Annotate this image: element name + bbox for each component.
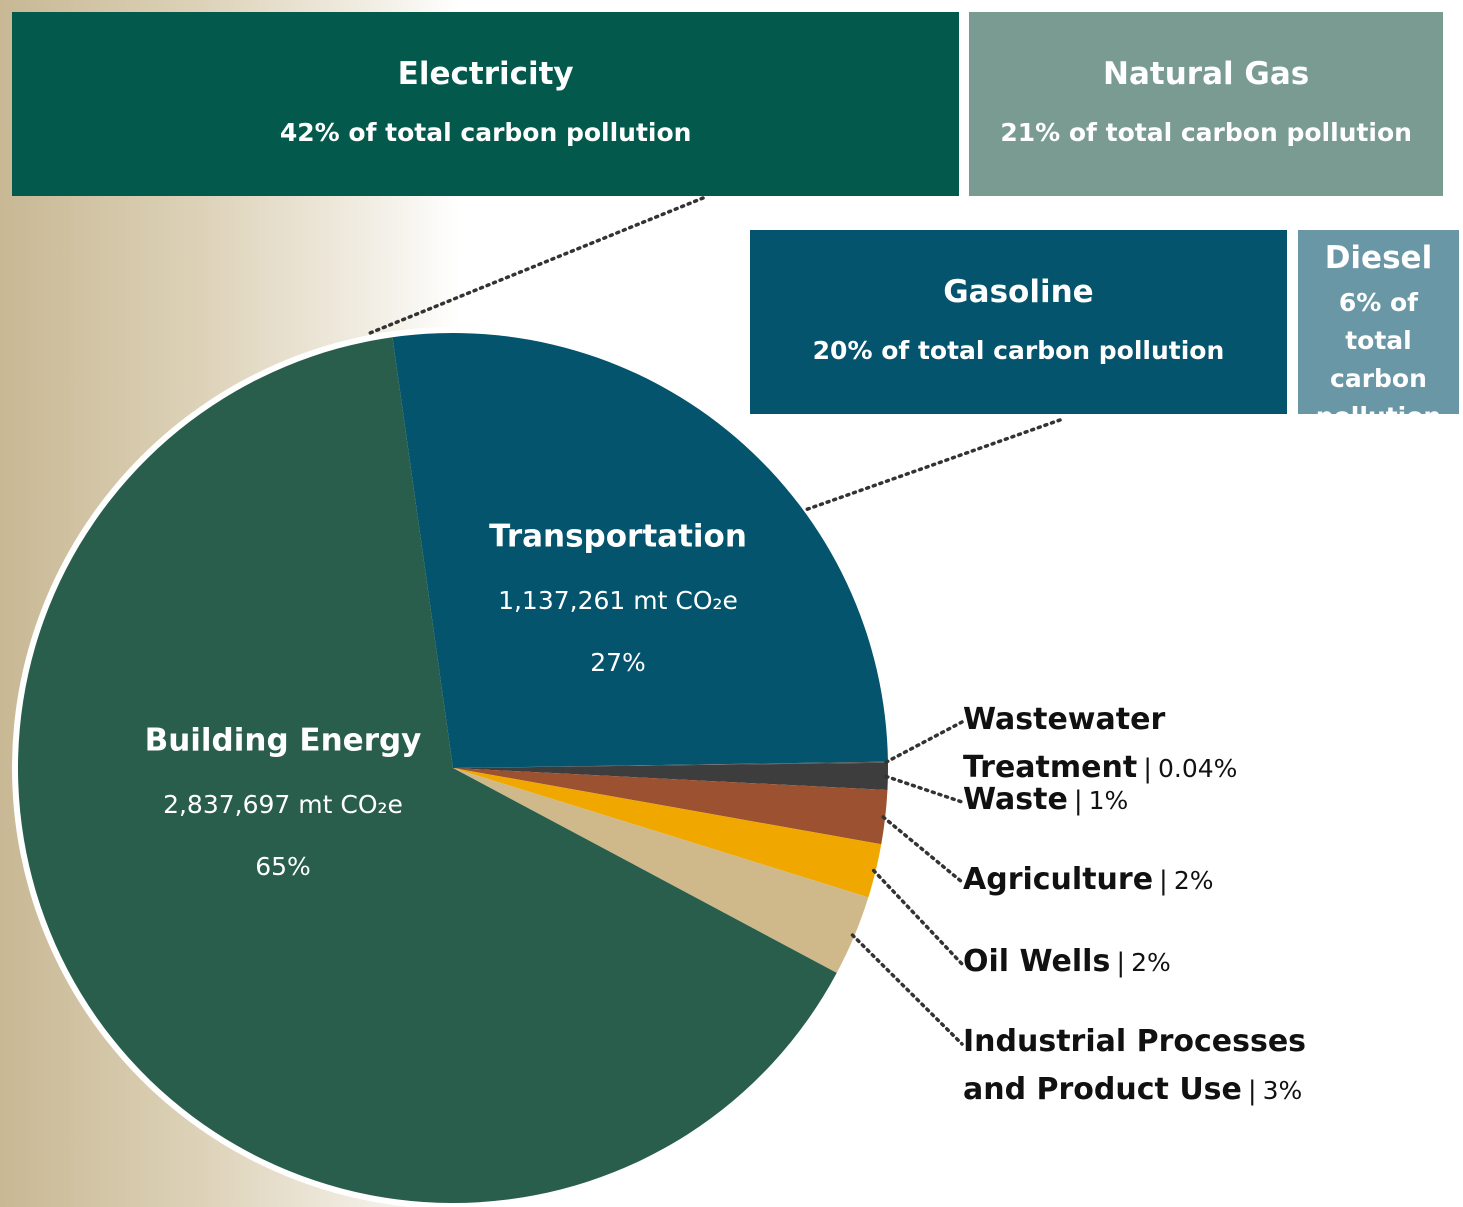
connector (805, 420, 1060, 510)
slice-detail: 2,837,697 mt CO₂e (163, 790, 403, 819)
legend-entry: Agriculture|2% (963, 858, 1363, 906)
legend-value: 2% (1174, 866, 1214, 895)
leader-line (883, 817, 962, 882)
legend-entry: Oil Wells|2% (963, 940, 1363, 988)
slice-name: Transportation (489, 519, 747, 555)
legend-name: Wastewater Treatment (963, 702, 1165, 785)
legend-value: 1% (1089, 786, 1129, 815)
box-name: Diesel (1325, 240, 1433, 276)
slice-name: Building Energy (145, 723, 422, 759)
box-value: 6% of total carbon pollution (1306, 284, 1451, 436)
breakdown-box: Electricity 42% of total carbon pollution (12, 12, 959, 196)
legend-separator: | (1248, 1076, 1257, 1106)
legend-separator: | (1159, 866, 1168, 896)
breakdown-box: Natural Gas 21% of total carbon pollution (969, 12, 1443, 196)
leader-line (852, 935, 962, 1044)
legend-value: 3% (1263, 1076, 1303, 1105)
legend-separator: | (1074, 786, 1083, 816)
leader-line (874, 871, 962, 964)
legend-name: Waste (963, 782, 1068, 817)
legend-entry: Waste|1% (963, 778, 1363, 826)
leader-line (886, 722, 962, 762)
slice-percent: 65% (255, 852, 311, 881)
legend-entry: Industrial Processes and Product Use|3% (963, 1020, 1363, 1116)
box-value: 21% of total carbon pollution (1000, 114, 1412, 152)
box-value: 20% of total carbon pollution (813, 332, 1225, 370)
box-value: 42% of total carbon pollution (280, 114, 692, 152)
box-name: Gasoline (943, 274, 1093, 310)
box-name: Electricity (398, 56, 574, 92)
box-name: Natural Gas (1103, 56, 1309, 92)
page: Transportation 1,137,261 mt CO₂e 27% Buildi… (0, 0, 1463, 1207)
slice-percent: 27% (590, 648, 646, 677)
connector (370, 198, 703, 333)
legend-separator: | (1116, 948, 1125, 978)
legend-name: Agriculture (963, 862, 1153, 897)
leader-line (886, 776, 962, 802)
legend-name: Oil Wells (963, 944, 1110, 979)
legend-value: 2% (1131, 948, 1171, 977)
slice-detail: 1,137,261 mt CO₂e (498, 586, 738, 615)
breakdown-box: Gasoline 20% of total carbon pollution (750, 230, 1287, 414)
